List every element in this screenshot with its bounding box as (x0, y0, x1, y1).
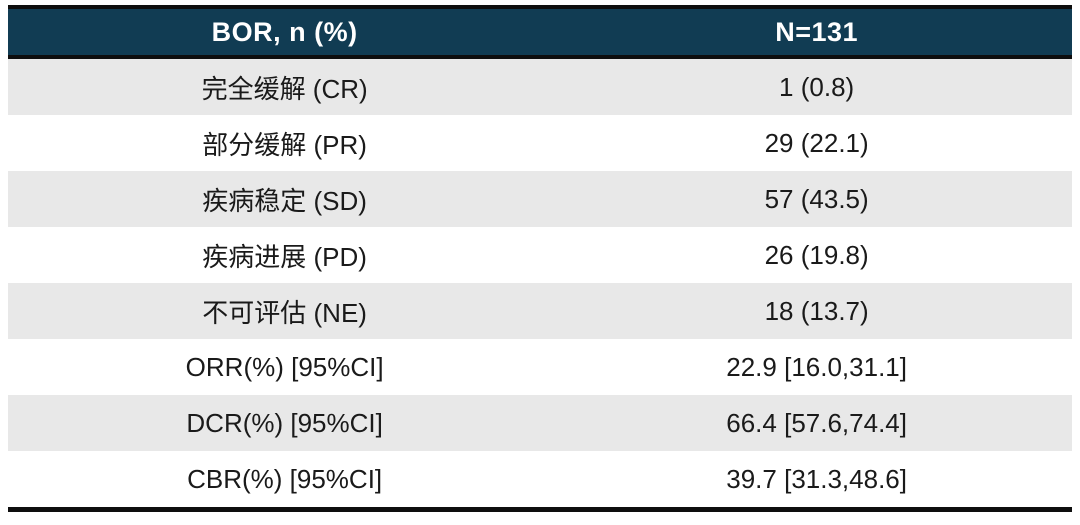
row-value: 57 (43.5) (561, 171, 1072, 227)
table-row-ne: 不可评估 (NE) 18 (13.7) (8, 283, 1072, 339)
row-value: 26 (19.8) (561, 227, 1072, 283)
row-label: 疾病稳定 (SD) (8, 171, 562, 227)
header-cell-bor: BOR, n (%) (8, 7, 562, 59)
table-header: BOR, n (%) N=131 (8, 7, 1072, 59)
row-label: 部分缓解 (PR) (8, 115, 562, 171)
table-row-pd: 疾病进展 (PD) 26 (19.8) (8, 227, 1072, 283)
row-label: 不可评估 (NE) (8, 283, 562, 339)
row-value: 66.4 [57.6,74.4] (561, 395, 1072, 451)
table-row-dcr: DCR(%) [95%CI] 66.4 [57.6,74.4] (8, 395, 1072, 451)
row-value: 29 (22.1) (561, 115, 1072, 171)
row-label: ORR(%) [95%CI] (8, 339, 562, 395)
row-label: 完全缓解 (CR) (8, 57, 562, 115)
row-label: CBR(%) [95%CI] (8, 451, 562, 510)
table-row-pr: 部分缓解 (PR) 29 (22.1) (8, 115, 1072, 171)
table-row-cbr: CBR(%) [95%CI] 39.7 [31.3,48.6] (8, 451, 1072, 510)
row-value: 1 (0.8) (561, 57, 1072, 115)
table-body: 完全缓解 (CR) 1 (0.8) 部分缓解 (PR) 29 (22.1) 疾病… (8, 57, 1072, 510)
bor-results-table: BOR, n (%) N=131 完全缓解 (CR) 1 (0.8) 部分缓解 … (8, 5, 1072, 512)
table-row-orr: ORR(%) [95%CI] 22.9 [16.0,31.1] (8, 339, 1072, 395)
row-value: 18 (13.7) (561, 283, 1072, 339)
row-label: DCR(%) [95%CI] (8, 395, 562, 451)
row-value: 22.9 [16.0,31.1] (561, 339, 1072, 395)
header-cell-n: N=131 (561, 7, 1072, 59)
table-row-sd: 疾病稳定 (SD) 57 (43.5) (8, 171, 1072, 227)
table-row-cr: 完全缓解 (CR) 1 (0.8) (8, 57, 1072, 115)
row-label: 疾病进展 (PD) (8, 227, 562, 283)
table-header-row: BOR, n (%) N=131 (8, 7, 1072, 59)
row-value: 39.7 [31.3,48.6] (561, 451, 1072, 510)
